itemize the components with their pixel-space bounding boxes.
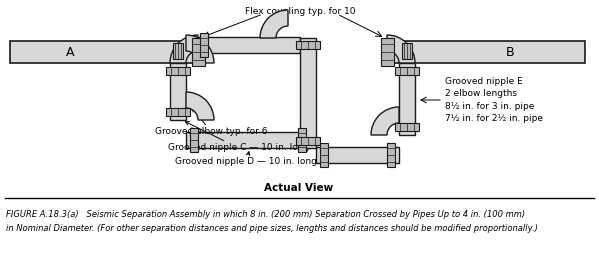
Bar [166, 67, 190, 75]
Bar [402, 43, 412, 59]
Bar [200, 33, 208, 57]
Text: B: B [506, 45, 515, 59]
Bar [387, 143, 395, 167]
Bar [190, 128, 198, 152]
Text: Actual View: Actual View [264, 183, 334, 193]
Bar [186, 132, 310, 148]
Bar [300, 38, 316, 148]
Wedge shape [371, 107, 399, 135]
Text: Grooved nipple E
2 elbow lengths
8½ in. for 3 in. pipe
7½ in. for 2½ in. pipe: Grooved nipple E 2 elbow lengths 8½ in. … [445, 77, 543, 123]
Text: Grooved nipple D — 10 in. long: Grooved nipple D — 10 in. long [175, 152, 317, 166]
Wedge shape [186, 35, 214, 63]
Text: Flex coupling typ. for 10: Flex coupling typ. for 10 [245, 7, 355, 17]
Bar [298, 128, 306, 152]
Wedge shape [260, 10, 288, 38]
Bar [10, 41, 195, 63]
Text: FIGURE A.18.3(a)   Seismic Separation Assembly in which 8 in. (200 mm) Separatio: FIGURE A.18.3(a) Seismic Separation Asse… [6, 210, 525, 219]
Bar [399, 63, 415, 135]
Bar [192, 38, 204, 66]
Bar [166, 108, 190, 116]
Wedge shape [170, 35, 198, 63]
Bar [170, 63, 186, 120]
Bar [390, 41, 585, 63]
Bar [395, 123, 419, 131]
Bar [198, 37, 300, 53]
Text: Grooved nipple C — 10 in. long: Grooved nipple C — 10 in. long [168, 122, 309, 152]
Bar [296, 137, 320, 145]
Bar [395, 67, 419, 75]
Text: Grooved elbow typ. for 6: Grooved elbow typ. for 6 [155, 108, 268, 136]
Bar [320, 143, 328, 167]
Text: A: A [66, 45, 74, 59]
Bar [296, 41, 320, 49]
Bar [316, 147, 399, 163]
Text: in Nominal Diameter. (For other separation distances and pipe sizes, lengths and: in Nominal Diameter. (For other separati… [6, 224, 538, 233]
Wedge shape [186, 92, 214, 120]
Wedge shape [387, 35, 415, 63]
Bar [173, 43, 183, 59]
Bar [380, 38, 394, 66]
